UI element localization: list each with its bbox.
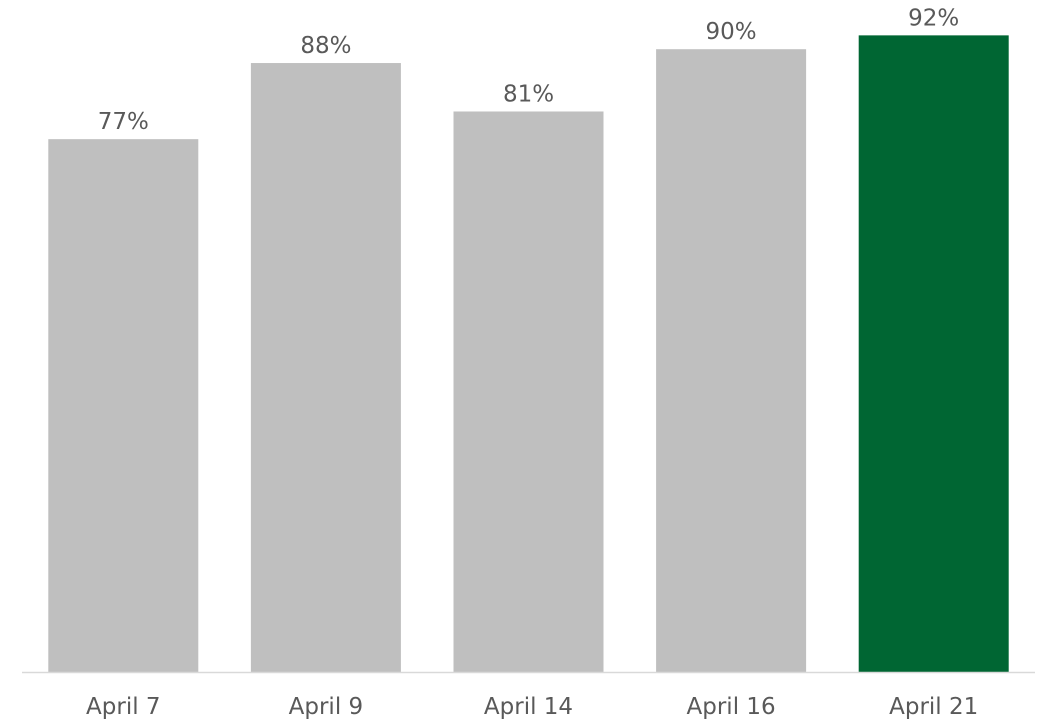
value-labels-group: 77% 88% 81% 90% 92% (98, 5, 960, 135)
category-label: April 21 (889, 694, 978, 720)
bar-april-7 (48, 139, 199, 672)
value-label: 88% (300, 33, 351, 59)
value-label: 92% (908, 5, 959, 31)
bars-group (48, 35, 1009, 673)
bar-april-21 (858, 35, 1009, 673)
bar-april-9 (250, 63, 401, 673)
value-label: 81% (503, 81, 554, 107)
category-label: April 9 (289, 694, 364, 720)
category-label: April 14 (484, 694, 573, 720)
value-label: 90% (706, 19, 757, 45)
bar-april-16 (656, 49, 807, 672)
bar-april-14 (453, 111, 604, 673)
value-label: 77% (98, 109, 149, 135)
category-labels-group: April 7 April 9 April 14 April 16 April 21 (86, 694, 978, 720)
category-label: April 7 (86, 694, 161, 720)
category-label: April 16 (687, 694, 776, 720)
